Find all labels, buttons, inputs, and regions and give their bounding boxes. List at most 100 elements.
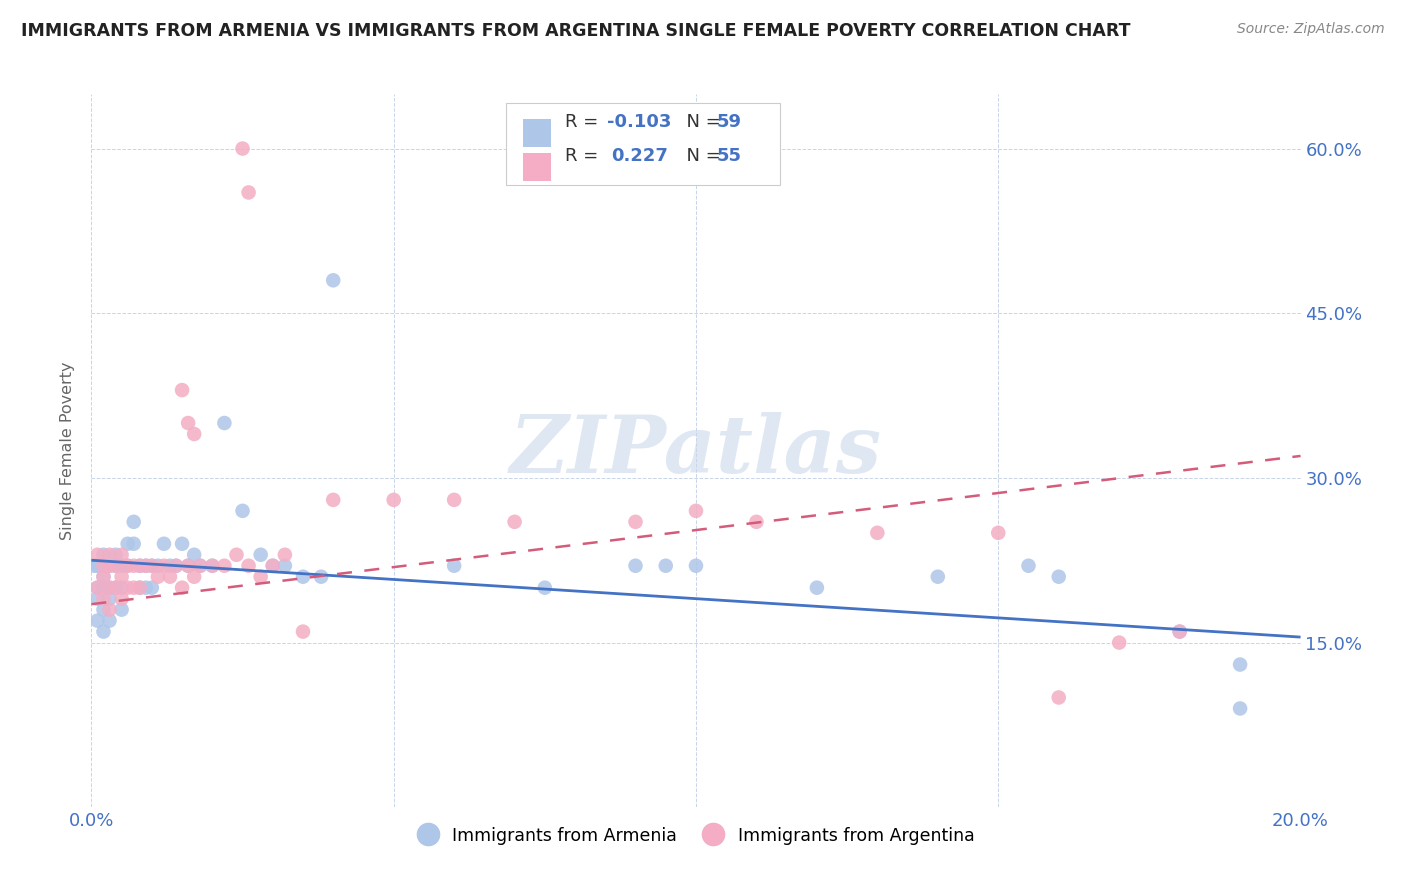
Point (122, 537, 145, 551)
Point (177, 558, 200, 573)
Point (262, 558, 284, 573)
Point (309, 570, 332, 584)
Point (98, 548, 121, 562)
Point (98, 558, 121, 573)
Point (141, 558, 163, 573)
Point (1168, 624, 1191, 639)
Legend: Immigrants from Armenia, Immigrants from Argentina: Immigrants from Armenia, Immigrants from… (411, 820, 981, 852)
Point (382, 492, 405, 507)
Point (231, 504, 253, 518)
Point (86, 548, 108, 562)
Point (165, 558, 187, 573)
Point (292, 624, 315, 639)
Point (238, 558, 260, 573)
Point (111, 570, 132, 584)
Point (122, 515, 145, 529)
Text: -0.103: -0.103 (607, 113, 672, 131)
Point (93, 548, 115, 562)
Point (177, 558, 200, 573)
Point (146, 570, 169, 584)
Point (93, 591, 115, 606)
Point (98, 591, 121, 606)
Point (685, 558, 707, 573)
Point (183, 548, 205, 562)
Point (624, 558, 647, 573)
Point (128, 558, 150, 573)
Text: 55: 55 (717, 147, 742, 165)
Point (188, 558, 211, 573)
Point (165, 558, 187, 573)
Point (98, 614, 121, 628)
Point (86, 591, 108, 606)
Point (93, 558, 115, 573)
Text: N =: N = (675, 113, 727, 131)
Point (86, 614, 108, 628)
Point (135, 558, 157, 573)
Point (322, 492, 344, 507)
Text: IMMIGRANTS FROM ARMENIA VS IMMIGRANTS FROM ARGENTINA SINGLE FEMALE POVERTY CORRE: IMMIGRANTS FROM ARMENIA VS IMMIGRANTS FR… (21, 22, 1130, 40)
Point (172, 537, 194, 551)
Point (987, 525, 1010, 540)
Point (443, 558, 465, 573)
Point (135, 581, 157, 595)
Point (111, 602, 132, 616)
Point (104, 558, 127, 573)
Point (1229, 701, 1251, 715)
Point (188, 558, 211, 573)
Point (98, 558, 121, 573)
Point (128, 581, 150, 595)
Point (117, 558, 139, 573)
Point (111, 591, 132, 606)
Point (262, 558, 284, 573)
Point (128, 581, 150, 595)
Point (141, 558, 163, 573)
Point (249, 548, 271, 562)
Point (172, 581, 194, 595)
Point (104, 548, 127, 562)
Point (135, 558, 157, 573)
Point (93, 581, 115, 595)
Point (86, 581, 108, 595)
Point (111, 558, 132, 573)
Point (122, 558, 145, 573)
Point (1108, 635, 1130, 649)
Point (83, 558, 105, 573)
Point (128, 558, 150, 573)
Point (86, 558, 108, 573)
Point (93, 602, 115, 616)
Point (117, 537, 139, 551)
Point (225, 548, 247, 562)
Text: 59: 59 (717, 113, 742, 131)
Point (274, 548, 297, 562)
Point (122, 581, 145, 595)
Point (93, 570, 115, 584)
Point (1047, 570, 1070, 584)
Point (685, 504, 707, 518)
Point (533, 581, 555, 595)
Point (117, 558, 139, 573)
Point (111, 581, 132, 595)
Point (1018, 558, 1040, 573)
Point (238, 186, 260, 200)
Point (153, 537, 176, 551)
Point (183, 427, 205, 442)
Point (249, 570, 271, 584)
Point (654, 558, 676, 573)
Point (1168, 624, 1191, 639)
Point (274, 558, 297, 573)
Point (503, 515, 526, 529)
Text: R =: R = (565, 147, 610, 165)
Point (214, 558, 236, 573)
Point (104, 581, 127, 595)
Text: Source: ZipAtlas.com: Source: ZipAtlas.com (1237, 22, 1385, 37)
Point (927, 570, 949, 584)
Point (214, 416, 236, 430)
Point (159, 570, 181, 584)
Point (1047, 690, 1070, 705)
Point (443, 492, 465, 507)
Text: ZIPatlas: ZIPatlas (510, 412, 882, 489)
Point (93, 624, 115, 639)
Point (98, 602, 121, 616)
Text: N =: N = (675, 147, 727, 165)
Point (745, 515, 768, 529)
